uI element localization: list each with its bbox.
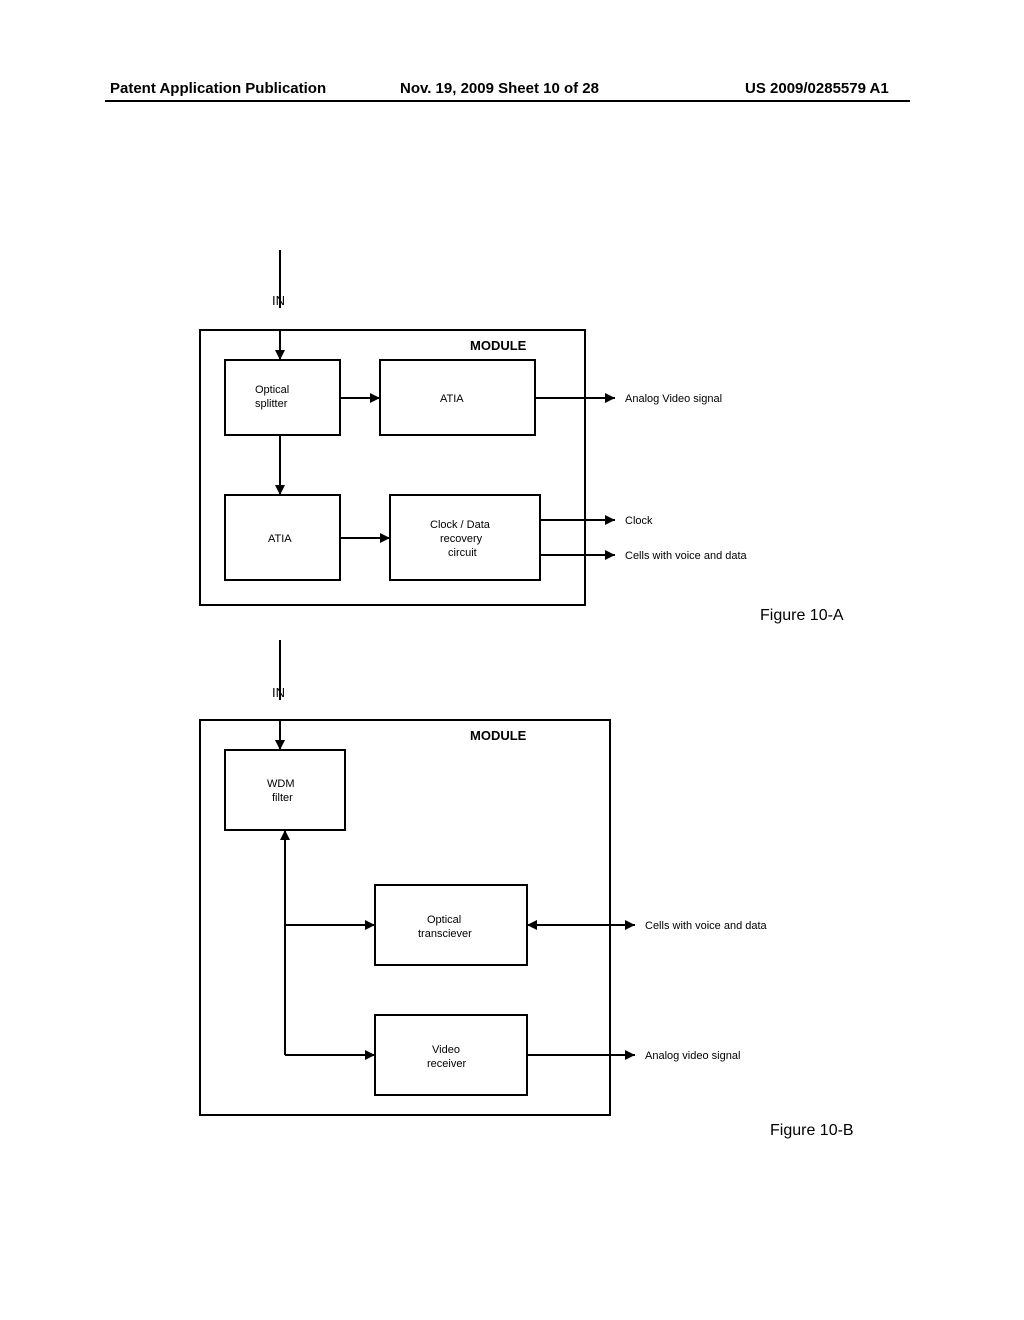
fig-a-cdr-l1: Clock / Data [430,519,491,531]
header-right: US 2009/0285579 A1 [745,80,889,97]
header-left: Patent Application Publication [110,80,326,97]
fig-a-atia-bottom: ATIA [268,533,292,545]
fig-b-ot-l2: transciever [418,928,472,940]
fig-a-module-label: MODULE [470,338,527,353]
fig-a-in-label: IN [272,293,285,308]
fig-a-cdr-l2: recovery [440,533,483,545]
fig-a-out-cells: Cells with voice and data [625,550,748,562]
fig-b-vr-l2: receiver [427,1058,466,1070]
fig-a-cdr-l3: circuit [448,547,477,559]
fig-b-out-analog-video: Analog video signal [645,1050,740,1062]
fig-a-out-analog-video: Analog Video signal [625,393,722,405]
fig-a-caption: Figure 10-A [760,607,844,624]
fig-b-ot-l1: Optical [427,914,461,926]
fig-b-out-cells: Cells with voice and data [645,920,768,932]
header-rule [105,100,910,102]
header-center: Nov. 19, 2009 Sheet 10 of 28 [400,80,599,97]
fig-a-out-clock: Clock [625,515,653,527]
fig-b-in-label: IN [272,685,285,700]
fig-b-module-label: MODULE [470,728,527,743]
fig-b-vr-l1: Video [432,1044,460,1056]
fig-a-optical-splitter-l1: Optical [255,384,289,396]
figure-a: IN MODULE Optical splitter ATIA ATIA Clo… [180,250,900,640]
figure-b: IN MODULE WDM filter Optical transciever… [180,640,900,1140]
fig-b-wdm-l2: filter [272,792,293,804]
fig-b-wdm-l1: WDM [267,778,295,790]
fig-b-caption: Figure 10-B [770,1122,854,1139]
fig-a-atia-top: ATIA [440,393,464,405]
fig-a-optical-splitter-l2: splitter [255,398,288,410]
page: Patent Application Publication Nov. 19, … [0,0,1024,1320]
